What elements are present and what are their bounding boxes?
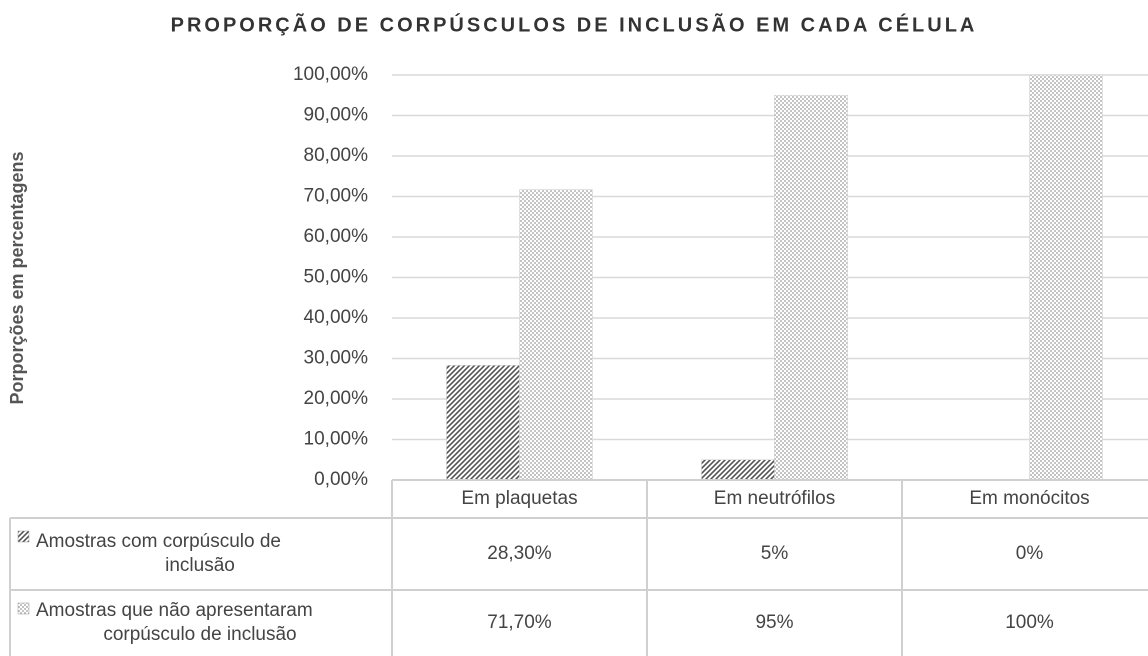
legend-label: Amostras com corpúsculo de inclusão [36, 531, 281, 576]
legend-label: Amostras que não apresentaram corpúsculo … [36, 600, 313, 645]
x-tick-label: Em monócitos [969, 488, 1089, 509]
bar [701, 459, 775, 481]
legend-swatch [17, 530, 30, 543]
data-label: 95% [755, 612, 793, 633]
data-label: 28,30% [487, 543, 552, 564]
bar [519, 189, 593, 481]
x-tick-label: Em neutrófilos [714, 488, 835, 509]
x-tick-label: Em plaquetas [461, 488, 577, 509]
y-tick-label: 80,00% [304, 145, 369, 166]
legend-swatch [17, 602, 30, 615]
y-tick-label: 100,00% [293, 64, 368, 85]
y-tick-label: 90,00% [304, 105, 369, 126]
bar [774, 95, 848, 481]
bar [1029, 74, 1103, 481]
y-tick-label: 50,00% [304, 267, 369, 288]
data-label: 71,70% [487, 612, 552, 633]
y-tick-label: 40,00% [304, 307, 369, 328]
y-tick-label: 10,00% [304, 429, 369, 450]
y-tick-label: 30,00% [304, 348, 369, 369]
y-axis-title: Porporções em percentagens [7, 151, 27, 404]
data-label: 5% [761, 543, 789, 564]
bar [446, 365, 520, 481]
y-tick-label: 70,00% [304, 186, 369, 207]
data-label: 100% [1005, 612, 1054, 633]
y-tick-label: 60,00% [304, 226, 369, 247]
y-tick-label: 20,00% [304, 388, 369, 409]
data-label: 0% [1016, 543, 1044, 564]
y-tick-label: 0,00% [314, 469, 368, 490]
chart-title: PROPORÇÃO DE CORPÚSCULOS DE INCLUSÃO EM … [171, 12, 978, 36]
